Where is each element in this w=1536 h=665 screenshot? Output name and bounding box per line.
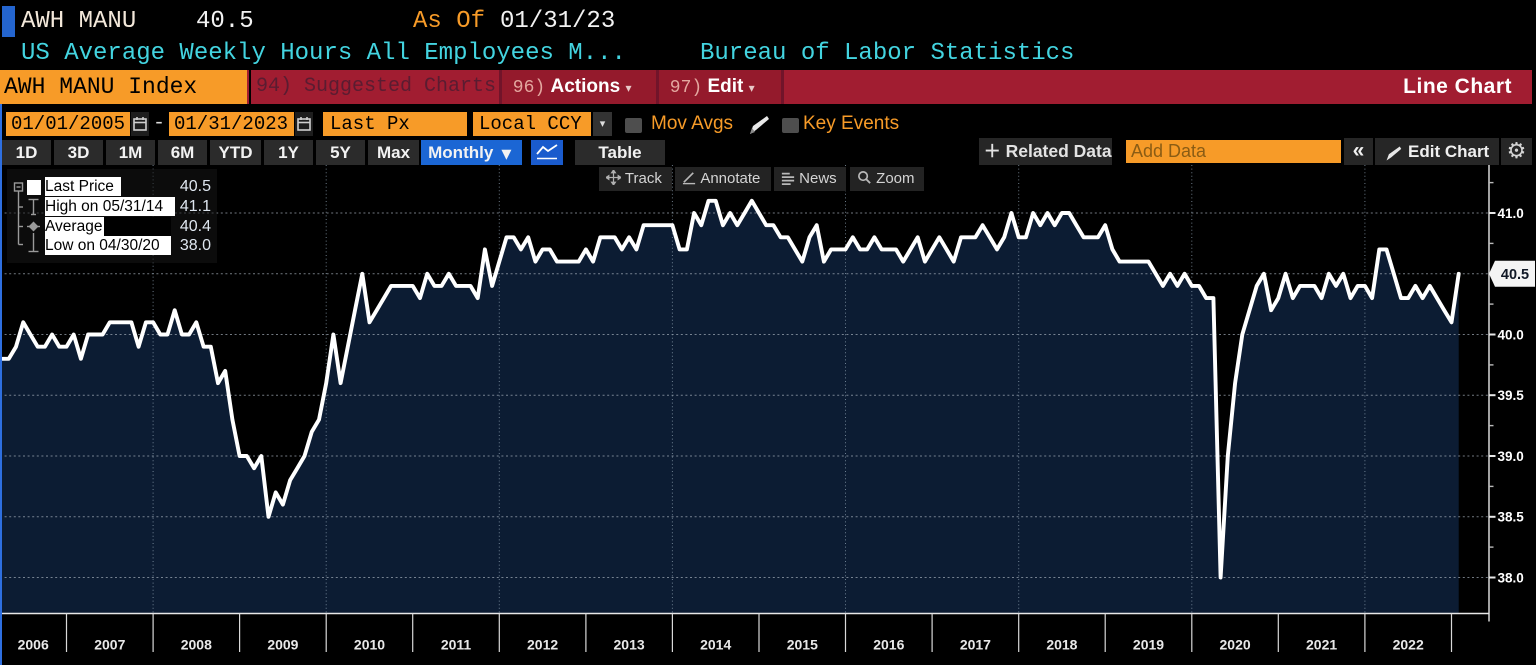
svg-text:2012: 2012: [527, 637, 558, 653]
svg-text:39.5: 39.5: [1498, 388, 1525, 403]
svg-text:2013: 2013: [614, 637, 645, 653]
svg-text:2015: 2015: [787, 637, 818, 653]
svg-text:2008: 2008: [181, 637, 212, 653]
svg-text:2021: 2021: [1306, 637, 1337, 653]
svg-text:38.0: 38.0: [1498, 570, 1524, 585]
svg-text:2020: 2020: [1220, 637, 1251, 653]
svg-text:2016: 2016: [873, 637, 904, 653]
svg-text:2007: 2007: [94, 637, 125, 653]
svg-text:2014: 2014: [700, 637, 731, 653]
svg-text:2019: 2019: [1133, 637, 1164, 653]
svg-text:2010: 2010: [354, 637, 385, 653]
svg-text:2018: 2018: [1046, 637, 1077, 653]
svg-text:40.0: 40.0: [1498, 327, 1524, 342]
svg-text:40.5: 40.5: [1501, 267, 1529, 283]
svg-text:2017: 2017: [960, 637, 991, 653]
svg-text:41.0: 41.0: [1498, 206, 1524, 221]
svg-text:39.0: 39.0: [1498, 449, 1524, 464]
svg-text:2022: 2022: [1393, 637, 1424, 653]
svg-text:2009: 2009: [267, 637, 298, 653]
svg-text:2006: 2006: [18, 637, 49, 653]
svg-text:38.5: 38.5: [1498, 510, 1525, 525]
svg-text:2011: 2011: [441, 637, 472, 653]
